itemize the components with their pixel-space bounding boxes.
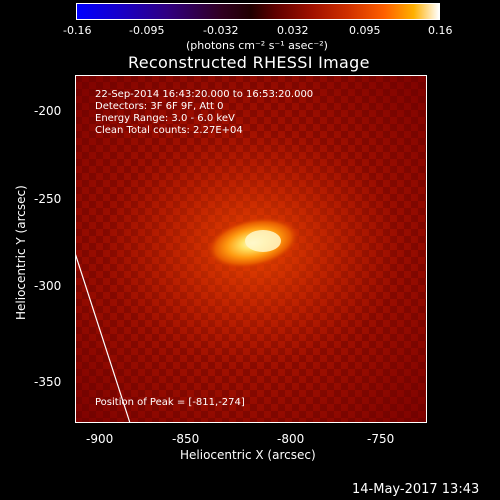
limb-line (75, 252, 131, 423)
y-axis-label: Heliocentric Y (arcsec) (14, 185, 28, 320)
colorbar (76, 3, 440, 20)
y-tick-label: -250 (34, 192, 62, 206)
colorbar-tick: -0.032 (203, 24, 239, 37)
info-detectors: Detectors: 3F 6F 9F, Att 0 (95, 101, 224, 112)
y-tick-label: -300 (34, 279, 62, 293)
info-energy: Energy Range: 3.0 - 6.0 keV (95, 113, 235, 124)
colorbar-tick: 0.095 (349, 24, 381, 37)
y-tick-label: -200 (34, 104, 62, 118)
colorbar-units: (photons cm⁻² s⁻¹ asec⁻²) (186, 39, 328, 52)
colorbar-tick: -0.095 (129, 24, 165, 37)
solar-image (75, 75, 427, 423)
x-tick-label: -850 (172, 432, 200, 446)
info-clean: Clean Total counts: 2.27E+04 (95, 125, 243, 136)
x-axis-label: Heliocentric X (arcsec) (180, 448, 316, 462)
image-map (75, 75, 427, 423)
colorbar-tick: 0.032 (277, 24, 309, 37)
timestamp: 14-May-2017 13:43 (352, 482, 480, 497)
colorbar-tick: -0.16 (63, 24, 92, 37)
x-tick-label: -800 (277, 432, 305, 446)
info-peak: Position of Peak = [-811,-274] (95, 397, 245, 408)
x-tick-label: -900 (86, 432, 114, 446)
y-tick-label: -350 (34, 375, 62, 389)
colorbar-tick: 0.16 (428, 24, 453, 37)
plot-title: Reconstructed RHESSI Image (128, 53, 370, 72)
info-time: 22-Sep-2014 16:43:20.000 to 16:53:20.000 (95, 89, 314, 100)
x-tick-label: -750 (367, 432, 395, 446)
